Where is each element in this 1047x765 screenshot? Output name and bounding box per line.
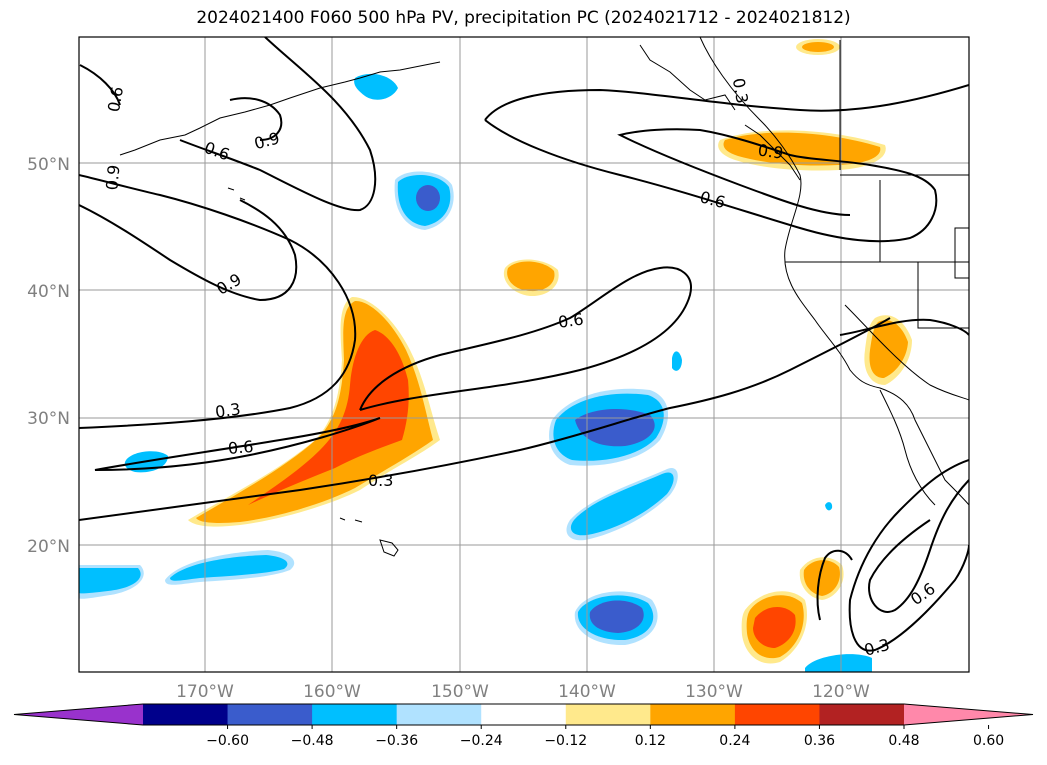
colorbar-swatch [819,704,905,725]
colorbar-swatch [143,704,229,725]
contour-label: 0.6 [557,309,585,331]
map-title: 2024021400 F060 500 hPa PV, precipitatio… [196,8,851,28]
colorbar-tick-label: 0.12 [635,733,666,749]
lat-label: 30°N [27,409,70,429]
lat-label: 40°N [27,282,70,302]
colorbar-swatch [227,704,313,725]
colorbar-swatch [396,704,482,725]
longitude-labels: 170°W 160°W 150°W 140°W 130°W 120°W [176,682,870,702]
colorbar-tick-label: −0.36 [375,733,418,749]
lat-label: 50°N [27,155,70,175]
colorbar-extend-low [14,704,143,725]
colorbar-swatch [734,704,820,725]
colorbar-swatch [312,704,398,725]
latitude-labels: 50°N 40°N 30°N 20°N [27,155,70,557]
contour-label: 0.3 [729,77,752,105]
lon-label: 170°W [176,682,234,702]
colorbar-swatch [565,704,651,725]
colorbar-extend-high [904,704,1033,725]
colorbar-tick-label: 0.36 [804,733,835,749]
colorbar-tick-label: 0.24 [719,733,750,749]
plot-frame [78,36,970,673]
colorbar-tick-label: 0.48 [888,733,919,749]
lon-label: 150°W [431,682,489,702]
colorbar-swatch [481,704,567,725]
contour-label: 0.9 [102,164,123,191]
colorbar-outline [13,703,1034,726]
lon-label: 120°W [812,682,870,702]
colorbar-tick-label: −0.48 [291,733,334,749]
colorbar-tick-label: −0.24 [460,733,503,749]
contour-label: 0.3 [214,399,242,421]
contour-label: 0.6 [104,85,127,113]
coastlines [119,37,969,557]
colorbar-tick-label: −0.12 [544,733,587,749]
pv-contours [79,37,969,652]
lat-label: 20°N [27,537,70,557]
lon-label: 160°W [303,682,361,702]
colorbar-tick-label: 0.60 [973,733,1004,749]
lon-label: 140°W [558,682,616,702]
colorbar-tick-label: −0.60 [206,733,249,749]
lon-label: 130°W [685,682,743,702]
colorbar: −0.60 −0.48 −0.36 −0.24 −0.12 0.12 0.24 0.36 0.4… [13,703,1034,749]
contour-label: 0.6 [227,437,254,458]
colorbar-swatch [650,704,736,725]
contour-label: 0.3 [368,471,393,490]
contour-label: 0.9 [757,140,785,162]
